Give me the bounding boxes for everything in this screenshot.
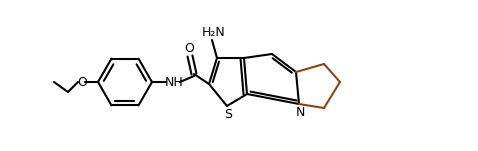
Text: NH: NH: [164, 76, 184, 88]
Text: O: O: [184, 42, 194, 56]
Text: S: S: [224, 108, 232, 120]
Text: N: N: [295, 106, 304, 119]
Text: H₂N: H₂N: [202, 26, 226, 39]
Text: O: O: [77, 76, 87, 88]
